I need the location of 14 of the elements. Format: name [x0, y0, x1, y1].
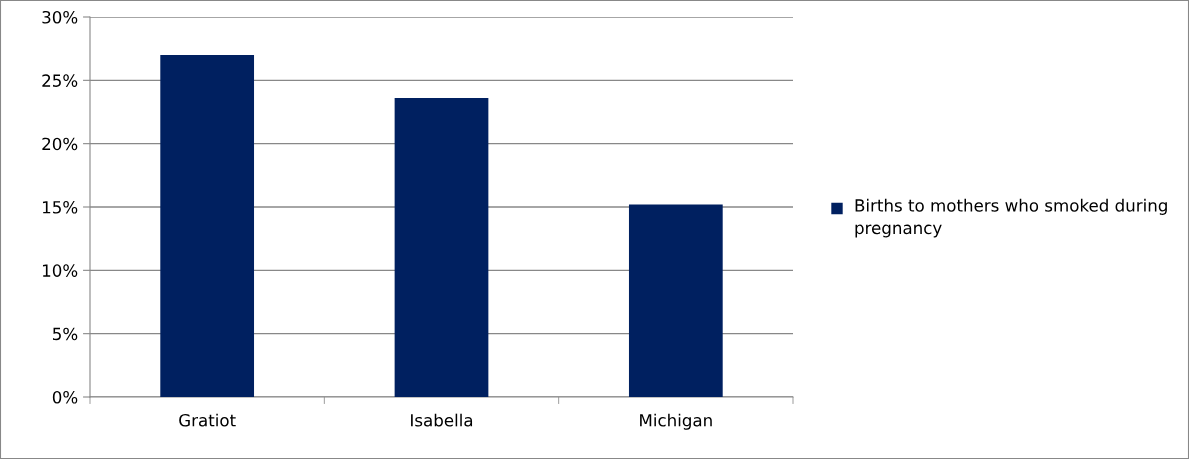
bar	[394, 98, 489, 397]
x-tick-label: Isabella	[411, 413, 473, 427]
y-tick-label: 10%	[42, 264, 78, 277]
y-tick-label: 25%	[42, 74, 78, 87]
x-tick-label: Michigan	[640, 413, 712, 430]
bar	[628, 204, 723, 397]
x-tick-label: Gratiot	[179, 413, 236, 427]
y-tick-label: 0%	[52, 390, 78, 404]
y-tick-label: 5%	[53, 327, 78, 341]
bar	[160, 55, 255, 397]
legend-label: Births to mothers who smoked during pregnancy	[855, 198, 1167, 238]
y-tick-label: 15%	[42, 200, 78, 214]
y-tick-label: 30%	[42, 10, 78, 24]
y-tick-label: 20%	[42, 137, 78, 151]
